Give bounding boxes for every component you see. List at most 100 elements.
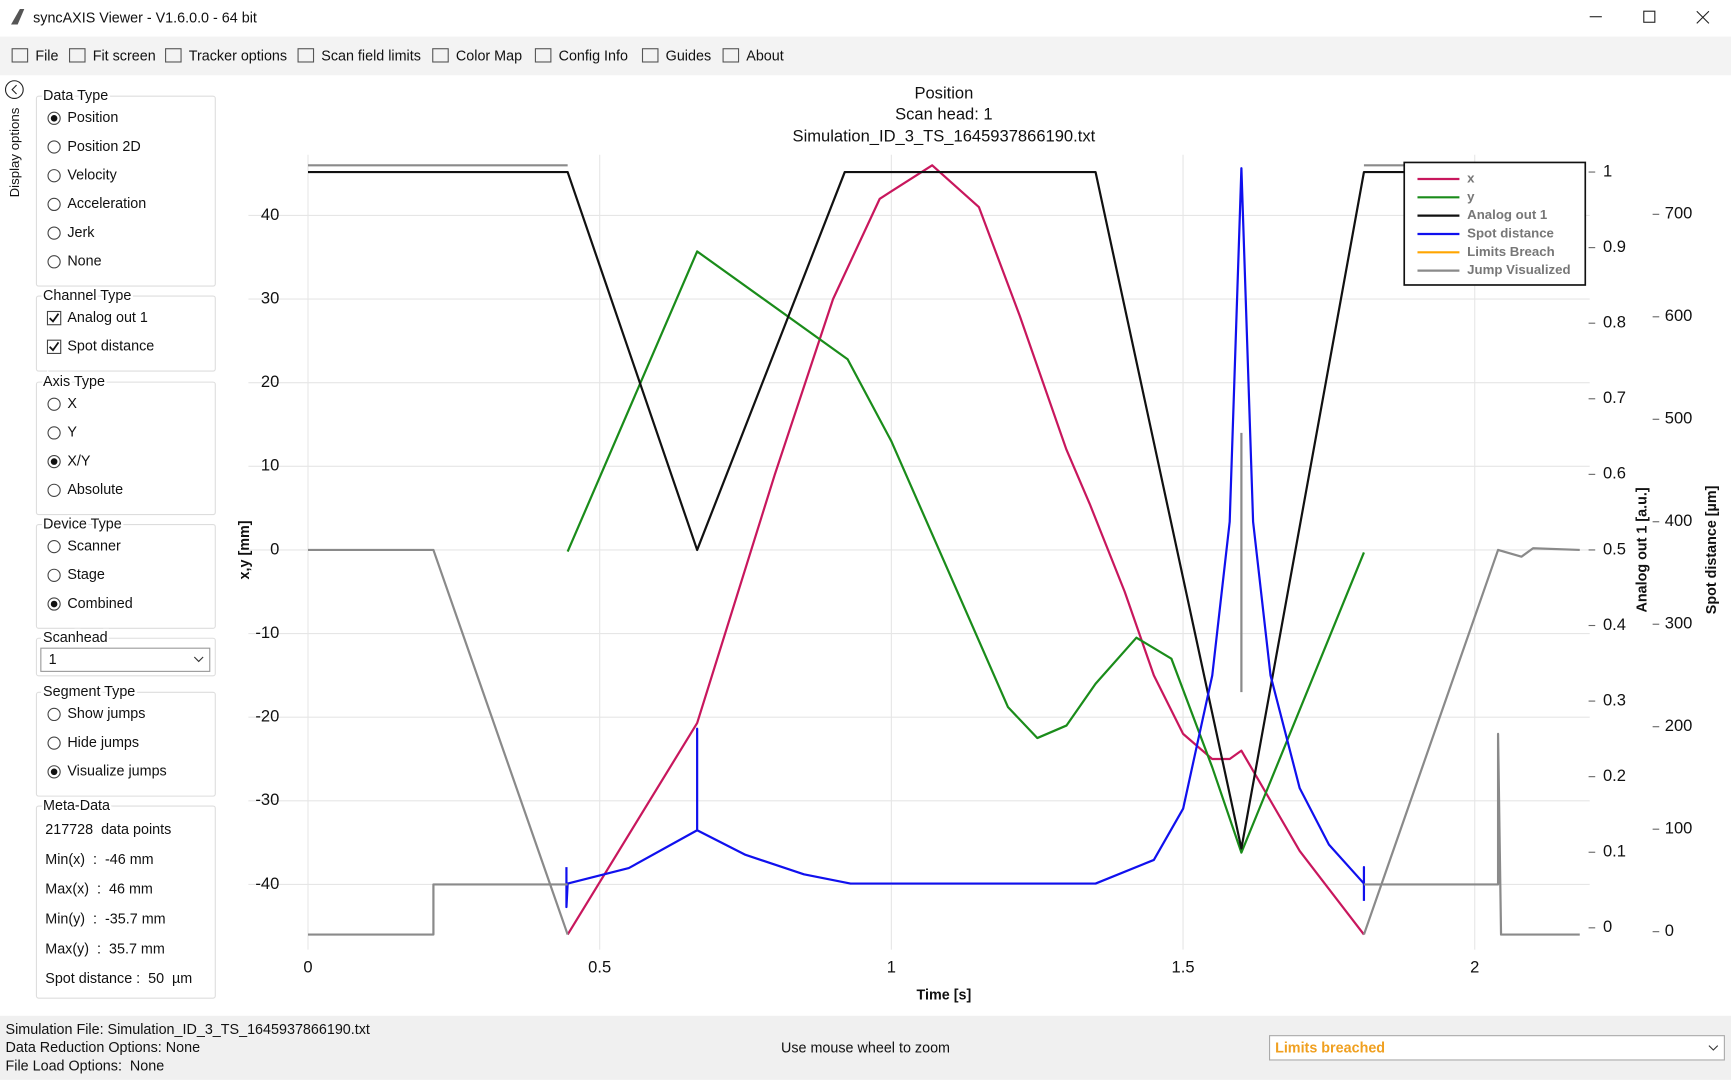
y3-tick-label: 100: [1665, 819, 1693, 838]
group-box: [35, 637, 216, 677]
toolbar: [0, 36, 1731, 76]
group-title: Segment Type: [43, 684, 135, 700]
y2-tick-label: 0.9: [1603, 237, 1626, 256]
x-tick-label: 1.5: [1172, 958, 1195, 977]
radio-dot: [50, 768, 58, 776]
legend-box: [1403, 161, 1587, 286]
legend-label: Analog out 1: [1467, 207, 1547, 222]
toolbar-item[interactable]: Scan field limits: [321, 48, 421, 64]
option-label: X: [67, 396, 77, 412]
group-box: [35, 295, 216, 372]
y3-axis-title: Spot distance [µm]: [1704, 486, 1720, 615]
group-title: Axis Type: [43, 374, 105, 390]
group-box: [35, 691, 216, 797]
toolbar-item[interactable]: Config Info: [559, 48, 628, 64]
option-label: Position 2D: [67, 139, 140, 155]
radio-button[interactable]: [47, 426, 61, 440]
y3-tick-label: 0: [1665, 921, 1674, 940]
y2-tick-label: 0: [1603, 917, 1612, 936]
limits-dropdown[interactable]: [1268, 1035, 1725, 1061]
y-tick-label: -20: [255, 707, 279, 726]
y-tick-label: -10: [255, 623, 279, 642]
maximize[interactable]: [1643, 10, 1656, 23]
toolbar-item[interactable]: About: [746, 48, 783, 64]
y2-tick-label: 0.7: [1603, 388, 1626, 407]
checkbox[interactable]: [46, 339, 62, 354]
meta-line: Min(x) : -46 mm: [45, 852, 153, 868]
y2-axis-title: Analog out 1 [a.u.]: [1634, 487, 1650, 612]
radio-button[interactable]: [47, 226, 61, 240]
y-tick-label: 20: [261, 372, 279, 391]
x-tick-label: 2: [1470, 958, 1479, 977]
option-label: Jerk: [67, 225, 95, 241]
radio-button[interactable]: [47, 736, 61, 750]
option-label: Show jumps: [67, 706, 145, 722]
toolbar-item[interactable]: Guides: [666, 48, 711, 64]
y2-tick-label: 0.4: [1603, 615, 1626, 634]
radio-button[interactable]: [47, 707, 61, 722]
x-axis-title: Time [s]: [917, 988, 972, 1004]
toolbar-item[interactable]: Fit screen: [93, 48, 156, 64]
close[interactable]: [1696, 10, 1710, 24]
x-tick-label: 1: [887, 958, 896, 977]
group-box: [35, 523, 216, 629]
status-line: Data Reduction Options: None: [6, 1040, 201, 1056]
sidebar-tab[interactable]: Display options: [7, 107, 22, 197]
scanhead-value: 1: [49, 652, 57, 668]
group-title: Data Type: [43, 88, 108, 104]
radio-button[interactable]: [47, 568, 61, 582]
series-line: [566, 250, 1365, 854]
collapse-button[interactable]: [4, 80, 24, 99]
group-box: [35, 381, 216, 516]
radio-dot: [50, 600, 58, 608]
radio-dot: [50, 458, 58, 465]
toolbar-icon: [11, 48, 29, 63]
series-line: [308, 170, 1580, 850]
option-label: Hide jumps: [67, 735, 139, 751]
toolbar-icon: [534, 48, 552, 63]
legend-label: x: [1467, 171, 1475, 186]
radio-button[interactable]: [47, 397, 61, 411]
radio-dot: [50, 114, 58, 122]
x-tick-label: 0.5: [588, 958, 611, 977]
toolbar-icon: [165, 48, 182, 63]
series-line: [565, 167, 1366, 909]
y-axis-title: x,y [mm]: [237, 520, 253, 579]
option-label: Spot distance: [67, 339, 154, 355]
y-tick-label: -30: [255, 790, 279, 809]
y2-tick-label: 0.8: [1603, 313, 1626, 332]
y2-tick-label: 0.5: [1603, 539, 1626, 558]
toolbar-icon: [432, 48, 449, 63]
y-tick-label: 10: [261, 456, 279, 475]
radio-button[interactable]: [47, 197, 61, 212]
radio-button[interactable]: [47, 540, 61, 554]
option-label: Velocity: [67, 167, 117, 183]
legend-label: Limits Breach: [1467, 244, 1555, 259]
scanhead-dropdown[interactable]: [40, 647, 211, 672]
y-tick-label: 0: [270, 539, 279, 558]
y3-tick-label: 700: [1665, 204, 1693, 223]
radio-button[interactable]: [47, 255, 61, 269]
dropdown-arrow: [1708, 1045, 1719, 1051]
toolbar-icon: [641, 48, 659, 63]
legend-label: Jump Visualized: [1467, 262, 1570, 277]
chart-caption: Simulation_ID_3_TS_1645937866190.txt: [793, 126, 1096, 145]
option-label: None: [67, 254, 101, 270]
radio-button[interactable]: [47, 140, 61, 154]
check-mark: [49, 341, 60, 352]
toolbar-icon: [297, 48, 315, 63]
checkbox[interactable]: [46, 310, 62, 326]
y2-tick-label: 0.1: [1603, 842, 1626, 861]
meta-line: Min(y) : -35.7 mm: [45, 912, 165, 928]
meta-line: Spot distance : 50 µm: [45, 971, 192, 987]
toolbar-item[interactable]: File: [35, 48, 58, 64]
radio-button[interactable]: [47, 169, 61, 183]
option-label: Absolute: [67, 482, 123, 498]
status-line: Simulation File: Simulation_ID_3_TS_1645…: [6, 1022, 370, 1038]
toolbar-item[interactable]: Tracker options: [189, 48, 287, 64]
toolbar-item[interactable]: Color Map: [456, 48, 522, 64]
radio-button[interactable]: [47, 483, 61, 497]
status-hint: Use mouse wheel to zoom: [781, 1041, 950, 1057]
series-line: [308, 164, 1580, 936]
x-tick-label: 0: [303, 958, 312, 977]
